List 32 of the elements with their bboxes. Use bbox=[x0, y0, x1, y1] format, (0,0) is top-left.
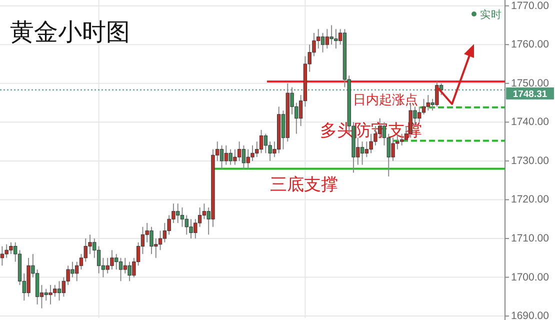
candlestick bbox=[158, 230, 162, 251]
candlestick bbox=[162, 222, 167, 243]
candlestick bbox=[360, 141, 364, 166]
candlestick bbox=[264, 133, 268, 154]
y-tick-label: 1700.00 bbox=[511, 271, 550, 284]
candlestick bbox=[202, 203, 206, 220]
candlestick bbox=[364, 141, 369, 158]
ref-line-label: 三底支撑 bbox=[270, 175, 338, 194]
ref-line-label: 1748.31 bbox=[512, 88, 548, 100]
y-tick-label: 1730.00 bbox=[511, 154, 550, 167]
candlestick bbox=[57, 280, 62, 302]
candlestick bbox=[259, 129, 264, 154]
annotation: 实时 bbox=[480, 8, 502, 21]
candlestick bbox=[180, 206, 184, 228]
y-tick-label: 1690.00 bbox=[511, 310, 550, 320]
candlestick bbox=[118, 257, 123, 282]
candlestick bbox=[35, 269, 40, 305]
y-tick-label: 1770.00 bbox=[511, 0, 550, 12]
candlestick bbox=[0, 246, 4, 266]
candlestick bbox=[422, 98, 426, 115]
text: 黄金小时图 bbox=[10, 20, 130, 46]
candlestick bbox=[242, 144, 246, 170]
candlestick bbox=[220, 144, 224, 170]
candlestick bbox=[96, 246, 101, 274]
ref-line-label: 日内起涨点 bbox=[353, 92, 418, 107]
y-tick-label: 1760.00 bbox=[511, 38, 550, 51]
candlestick bbox=[320, 32, 325, 53]
y-tick-label: 1710.00 bbox=[511, 232, 550, 244]
y-tick-label: 1750.00 bbox=[511, 77, 550, 90]
y-tick-label: 1720.00 bbox=[511, 194, 550, 206]
y-tick-label: 1740.00 bbox=[511, 116, 550, 128]
candlestick bbox=[237, 141, 242, 162]
